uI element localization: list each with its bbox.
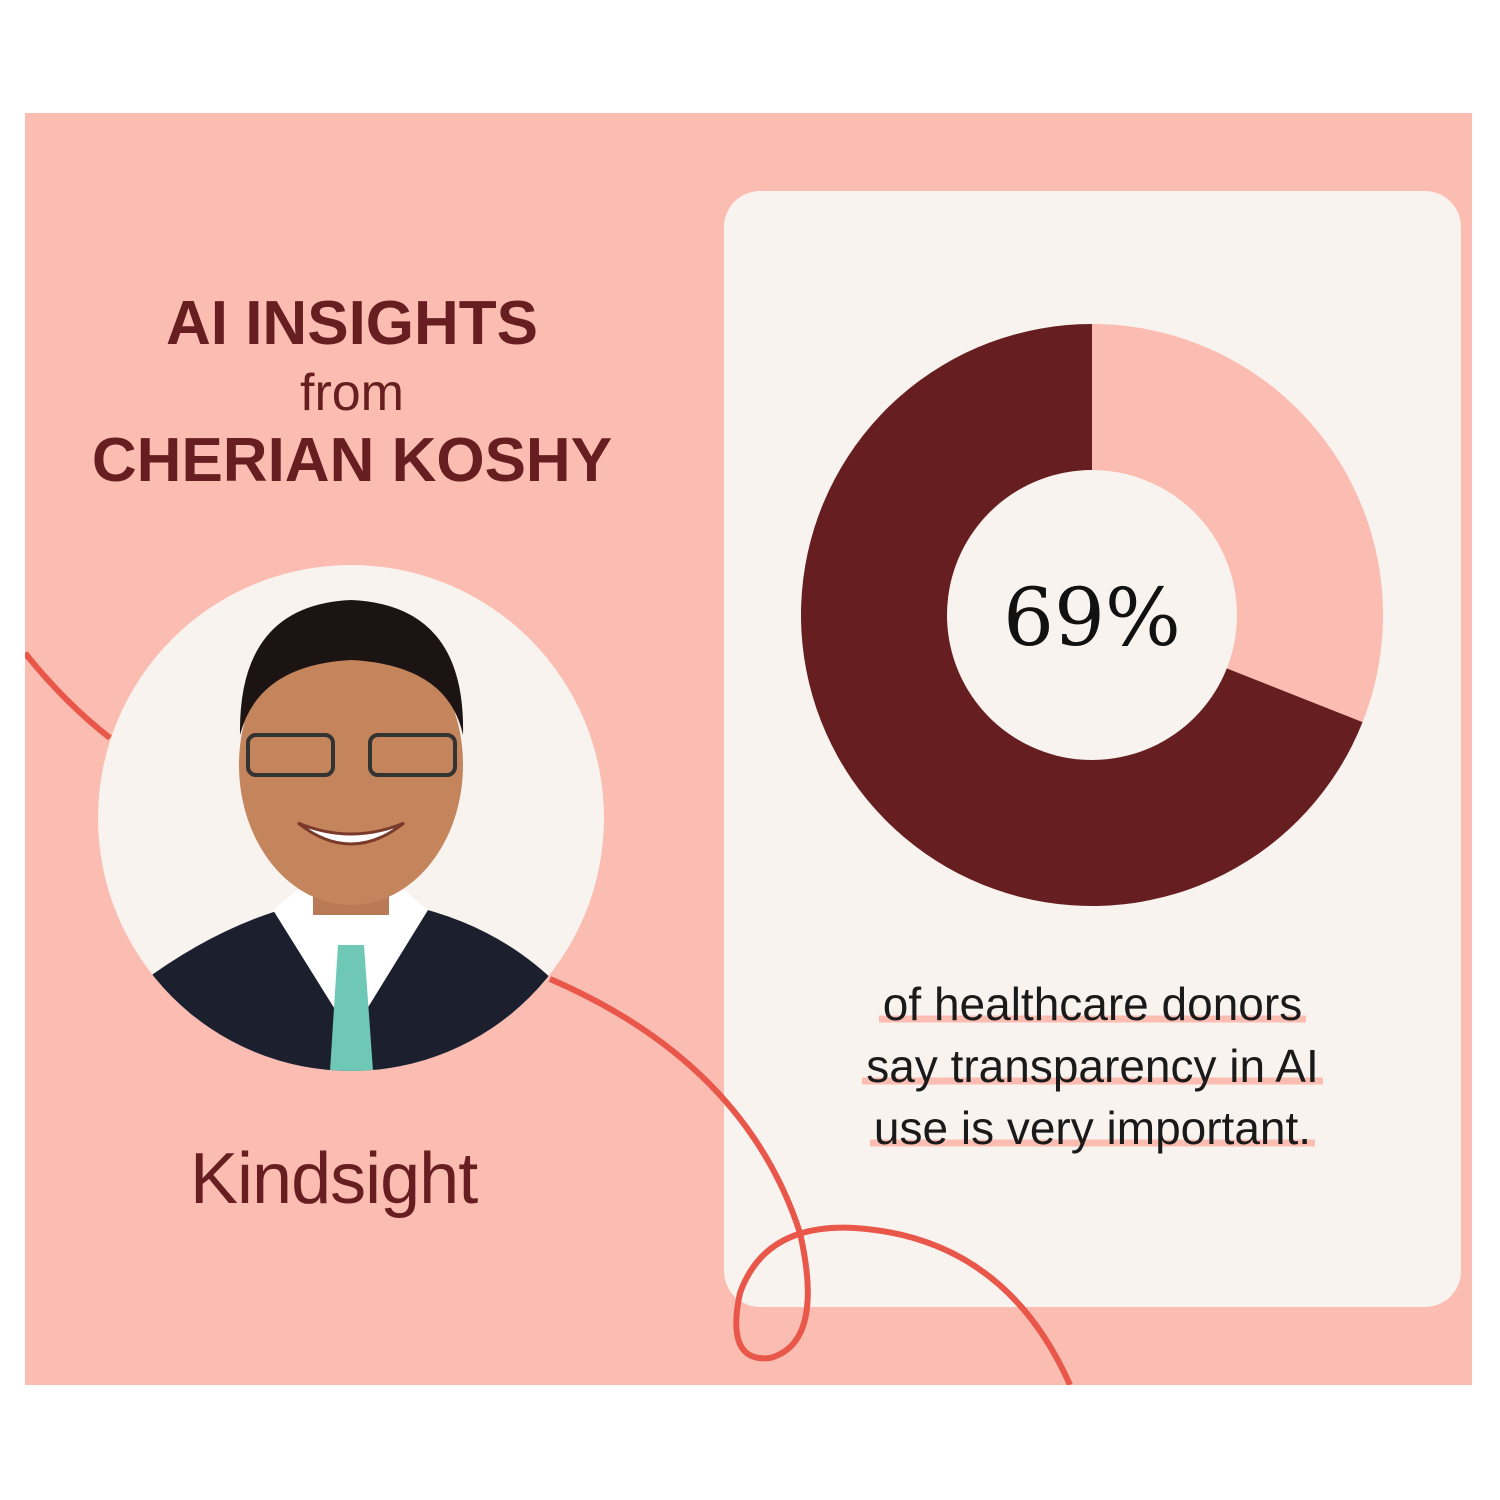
- title-from: from: [300, 364, 404, 422]
- donut-slice: [1092, 324, 1383, 723]
- caption-line: of healthcare donors: [878, 978, 1307, 1030]
- donut-center-label: 69%: [1003, 571, 1181, 664]
- caption-line: use is very important.: [869, 1102, 1316, 1154]
- portrait-illustration: [98, 600, 604, 1071]
- caption-line: say transparency in AI: [862, 1040, 1323, 1092]
- portrait-photo: [98, 565, 604, 1071]
- kindsight-logo: Kindsight: [190, 1139, 478, 1219]
- infographic-panel: AI INSIGHTS from CHERIAN KOSHY Kindsight…: [25, 113, 1472, 1385]
- title-name: CHERIAN KOSHY: [91, 426, 613, 495]
- donut-slice: [800, 324, 1363, 906]
- title-ai-insights: AI INSIGHTS: [165, 289, 539, 358]
- caption: of healthcare donors say transparency in…: [724, 973, 1461, 1159]
- donut-chart: 69%: [800, 324, 1383, 906]
